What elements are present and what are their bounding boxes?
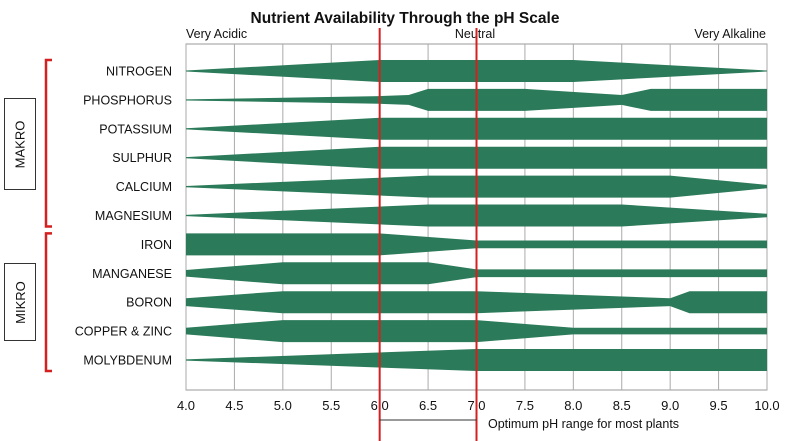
chart-title: Nutrient Availability Through the pH Sca… (251, 10, 560, 27)
label-neutral: Neutral (455, 27, 495, 41)
mikro-label-box: MIKRO (4, 263, 36, 341)
x-tick-label: 9.5 (710, 398, 728, 413)
x-tick-label: 10.0 (754, 398, 779, 413)
x-tick-label: 5.0 (274, 398, 292, 413)
optimum-markers (378, 28, 478, 441)
bracket-mikro (44, 232, 52, 373)
row-label: MAGNESIUM (95, 209, 172, 223)
makro-label-box: MAKRO (4, 98, 36, 190)
row-label: PHOSPHORUS (83, 93, 172, 107)
x-tick-label: 9.0 (661, 398, 679, 413)
row-label: COPPER & ZINC (75, 325, 172, 339)
row-label: MOLYBDENUM (83, 354, 172, 368)
row-labels: NITROGEN PHOSPHORUS POTASSIUM SULPHUR CALCIU… (75, 65, 172, 368)
row-label: MANGANESE (92, 267, 172, 281)
x-tick-label: 7.5 (516, 398, 534, 413)
group-brackets (44, 58, 52, 373)
x-tick-label: 6.5 (419, 398, 437, 413)
x-tick-label: 5.5 (322, 398, 340, 413)
row-label: POTASSIUM (99, 122, 172, 136)
row-label: SULPHUR (112, 151, 172, 165)
label-very-alkaline: Very Alkaline (694, 27, 766, 41)
row-label: IRON (141, 238, 172, 252)
bracket-makro (44, 58, 52, 228)
label-very-acidic: Very Acidic (186, 27, 247, 41)
x-tick-label: 4.0 (177, 398, 195, 413)
mikro-label: MIKRO (12, 280, 28, 324)
x-tick-label: 4.5 (225, 398, 243, 413)
makro-label: MAKRO (12, 120, 28, 168)
x-axis-label: Optimum pH range for most plants (488, 417, 679, 431)
x-axis: 4.04.55.05.56.06.57.07.58.08.59.09.510.0 (177, 398, 780, 413)
row-label: CALCIUM (116, 180, 172, 194)
x-tick-label: 8.0 (564, 398, 582, 413)
row-label: BORON (126, 296, 172, 310)
row-label: NITROGEN (106, 65, 172, 79)
x-tick-label: 8.5 (613, 398, 631, 413)
